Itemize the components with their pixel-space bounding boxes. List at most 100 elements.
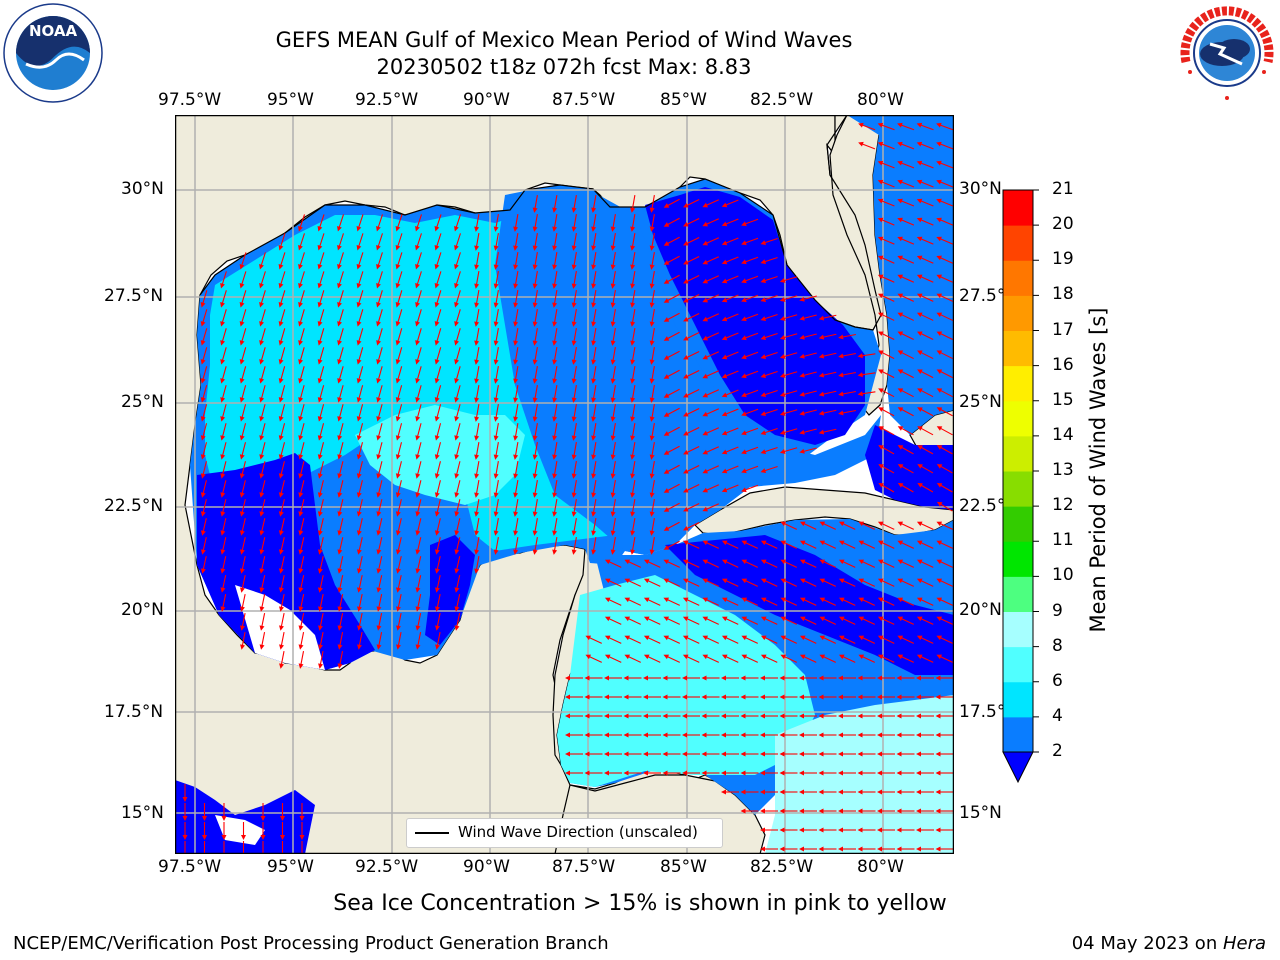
wave-direction-arrowhead: [395, 549, 401, 555]
wave-field-caribbean-dark: [665, 535, 954, 675]
wave-direction-arrowhead: [760, 694, 765, 700]
wave-direction-arrowhead: [649, 302, 655, 308]
wave-direction-arrowhead: [435, 606, 440, 612]
wave-direction-arrowhead: [259, 606, 265, 612]
wave-direction-arrowhead: [591, 378, 597, 384]
wave-direction-arrowhead: [721, 713, 726, 719]
wave-direction-arrowhead: [454, 378, 460, 384]
wave-direction-arrowhead: [513, 340, 519, 346]
wave-direction-arrowhead: [259, 264, 264, 270]
wave-direction-arrowhead: [877, 198, 884, 204]
wave-direction-arrowhead: [702, 449, 708, 455]
wave-direction-arrowhead: [552, 454, 558, 460]
wave-direction-arrowhead: [663, 635, 670, 641]
wave-direction-arrowhead: [916, 770, 921, 776]
wave-direction-arrowhead: [916, 312, 923, 318]
wave-direction-arrowhead: [682, 713, 687, 719]
wave-direction-arrowhead: [415, 244, 420, 251]
wave-direction-arrowhead: [584, 770, 590, 776]
wave-direction-arrowhead: [474, 302, 480, 308]
wave-direction-arrowhead: [337, 492, 343, 498]
wave-direction-arrowhead: [200, 568, 206, 574]
wave-direction-arrowhead: [741, 616, 748, 622]
wave-direction-arrowhead: [356, 435, 362, 441]
wave-direction-arrowhead: [877, 635, 884, 641]
wave-direction-arrowhead: [838, 521, 845, 527]
wave-direction-arrowhead: [454, 397, 460, 403]
wave-direction-arrowhead: [916, 179, 923, 185]
wave-direction-arrowhead: [259, 359, 265, 365]
wave-direction-arrowhead: [415, 225, 420, 232]
wave-direction-arrowhead: [317, 340, 323, 346]
wave-direction-arrowhead: [298, 264, 303, 270]
wave-direction-arrowhead: [299, 835, 305, 840]
colorbar-tick-label: 15: [1052, 389, 1074, 410]
wave-direction-arrowhead: [591, 473, 597, 479]
lon-tick-top: 95°W: [267, 90, 314, 110]
wave-direction-arrowhead: [376, 244, 381, 251]
wave-direction-arrowhead: [630, 283, 636, 289]
wave-field-campeche-dark: [425, 535, 475, 645]
wave-direction-arrowhead: [799, 334, 805, 340]
wave-direction-arrowhead: [220, 435, 226, 441]
wave-direction-arrowhead: [701, 713, 707, 719]
wave-direction-arrowhead: [280, 835, 285, 840]
wave-direction-arrowhead: [278, 378, 284, 384]
wave-direction-arrowhead: [584, 751, 590, 757]
wave-direction-arrowhead: [278, 435, 284, 441]
wave-direction-arrowhead: [278, 416, 284, 422]
wave-direction-arrowhead: [760, 559, 767, 565]
wave-direction-arrowhead: [819, 654, 826, 660]
wave-direction-arrowhead: [897, 122, 903, 128]
wave-direction-arrowhead: [779, 411, 786, 416]
wave-direction-arrowhead: [897, 559, 904, 565]
wave-direction-arrowhead: [220, 454, 226, 460]
wave-direction-arrowhead: [799, 559, 806, 565]
wave-direction-arrowhead: [552, 549, 558, 555]
wave-direction-arrowhead: [454, 340, 459, 346]
wave-direction-arrowhead: [610, 416, 616, 422]
wave-direction-arrowhead: [663, 260, 670, 265]
wave-direction-arrowhead: [454, 492, 460, 498]
wave-direction-arrowhead: [552, 435, 558, 441]
wave-direction-arrowhead: [701, 751, 707, 757]
wave-direction-arrowhead: [818, 334, 825, 340]
colorbar-segment: [1003, 611, 1033, 648]
wave-direction-arrowhead: [610, 226, 616, 232]
lat-tick-right: 30°N: [959, 179, 1002, 199]
wave-direction-arrowhead: [220, 302, 225, 308]
wave-direction-arrowhead: [376, 340, 381, 346]
wave-direction-arrowhead: [741, 597, 748, 603]
wave-direction-arrowhead: [897, 179, 903, 185]
wave-direction-arrowhead: [936, 198, 942, 204]
wave-direction-arrowhead: [623, 694, 629, 700]
wave-direction-arrowhead: [493, 359, 499, 365]
wave-direction-arrowhead: [591, 492, 597, 498]
wave-direction-arrowhead: [721, 449, 728, 455]
wave-direction-arrowhead: [532, 378, 538, 384]
wave-direction-arrowhead: [741, 354, 747, 360]
wave-direction-arrowhead: [701, 732, 707, 738]
wave-direction-arrowhead: [649, 283, 655, 289]
wave-direction-arrowhead: [818, 410, 825, 416]
wave-direction-arrowhead: [630, 416, 636, 422]
wave-direction-arrowhead: [838, 391, 844, 397]
wave-direction-arrowhead: [356, 283, 362, 289]
wave-direction-arrowhead: [649, 359, 655, 365]
wave-direction-arrowhead: [858, 559, 865, 565]
wave-direction-arrowhead: [604, 654, 611, 660]
wave-direction-arrowhead: [552, 492, 558, 498]
wave-direction-arrowhead: [799, 827, 804, 833]
wave-direction-arrowhead: [454, 625, 460, 631]
wave-direction-arrowhead: [200, 321, 206, 327]
wave-direction-arrowhead: [182, 816, 188, 821]
wave-direction-arrowhead: [683, 297, 689, 303]
lat-tick-left: 30°N: [121, 179, 164, 199]
wave-direction-arrowhead: [220, 549, 226, 555]
wave-direction-arrowhead: [683, 411, 689, 417]
wave-direction-arrowhead: [604, 770, 609, 776]
wave-direction-arrowhead: [780, 521, 787, 527]
wave-direction-arrowhead: [780, 635, 787, 641]
wave-direction-arrowhead: [799, 713, 804, 719]
wave-direction-arrowhead: [649, 549, 655, 555]
